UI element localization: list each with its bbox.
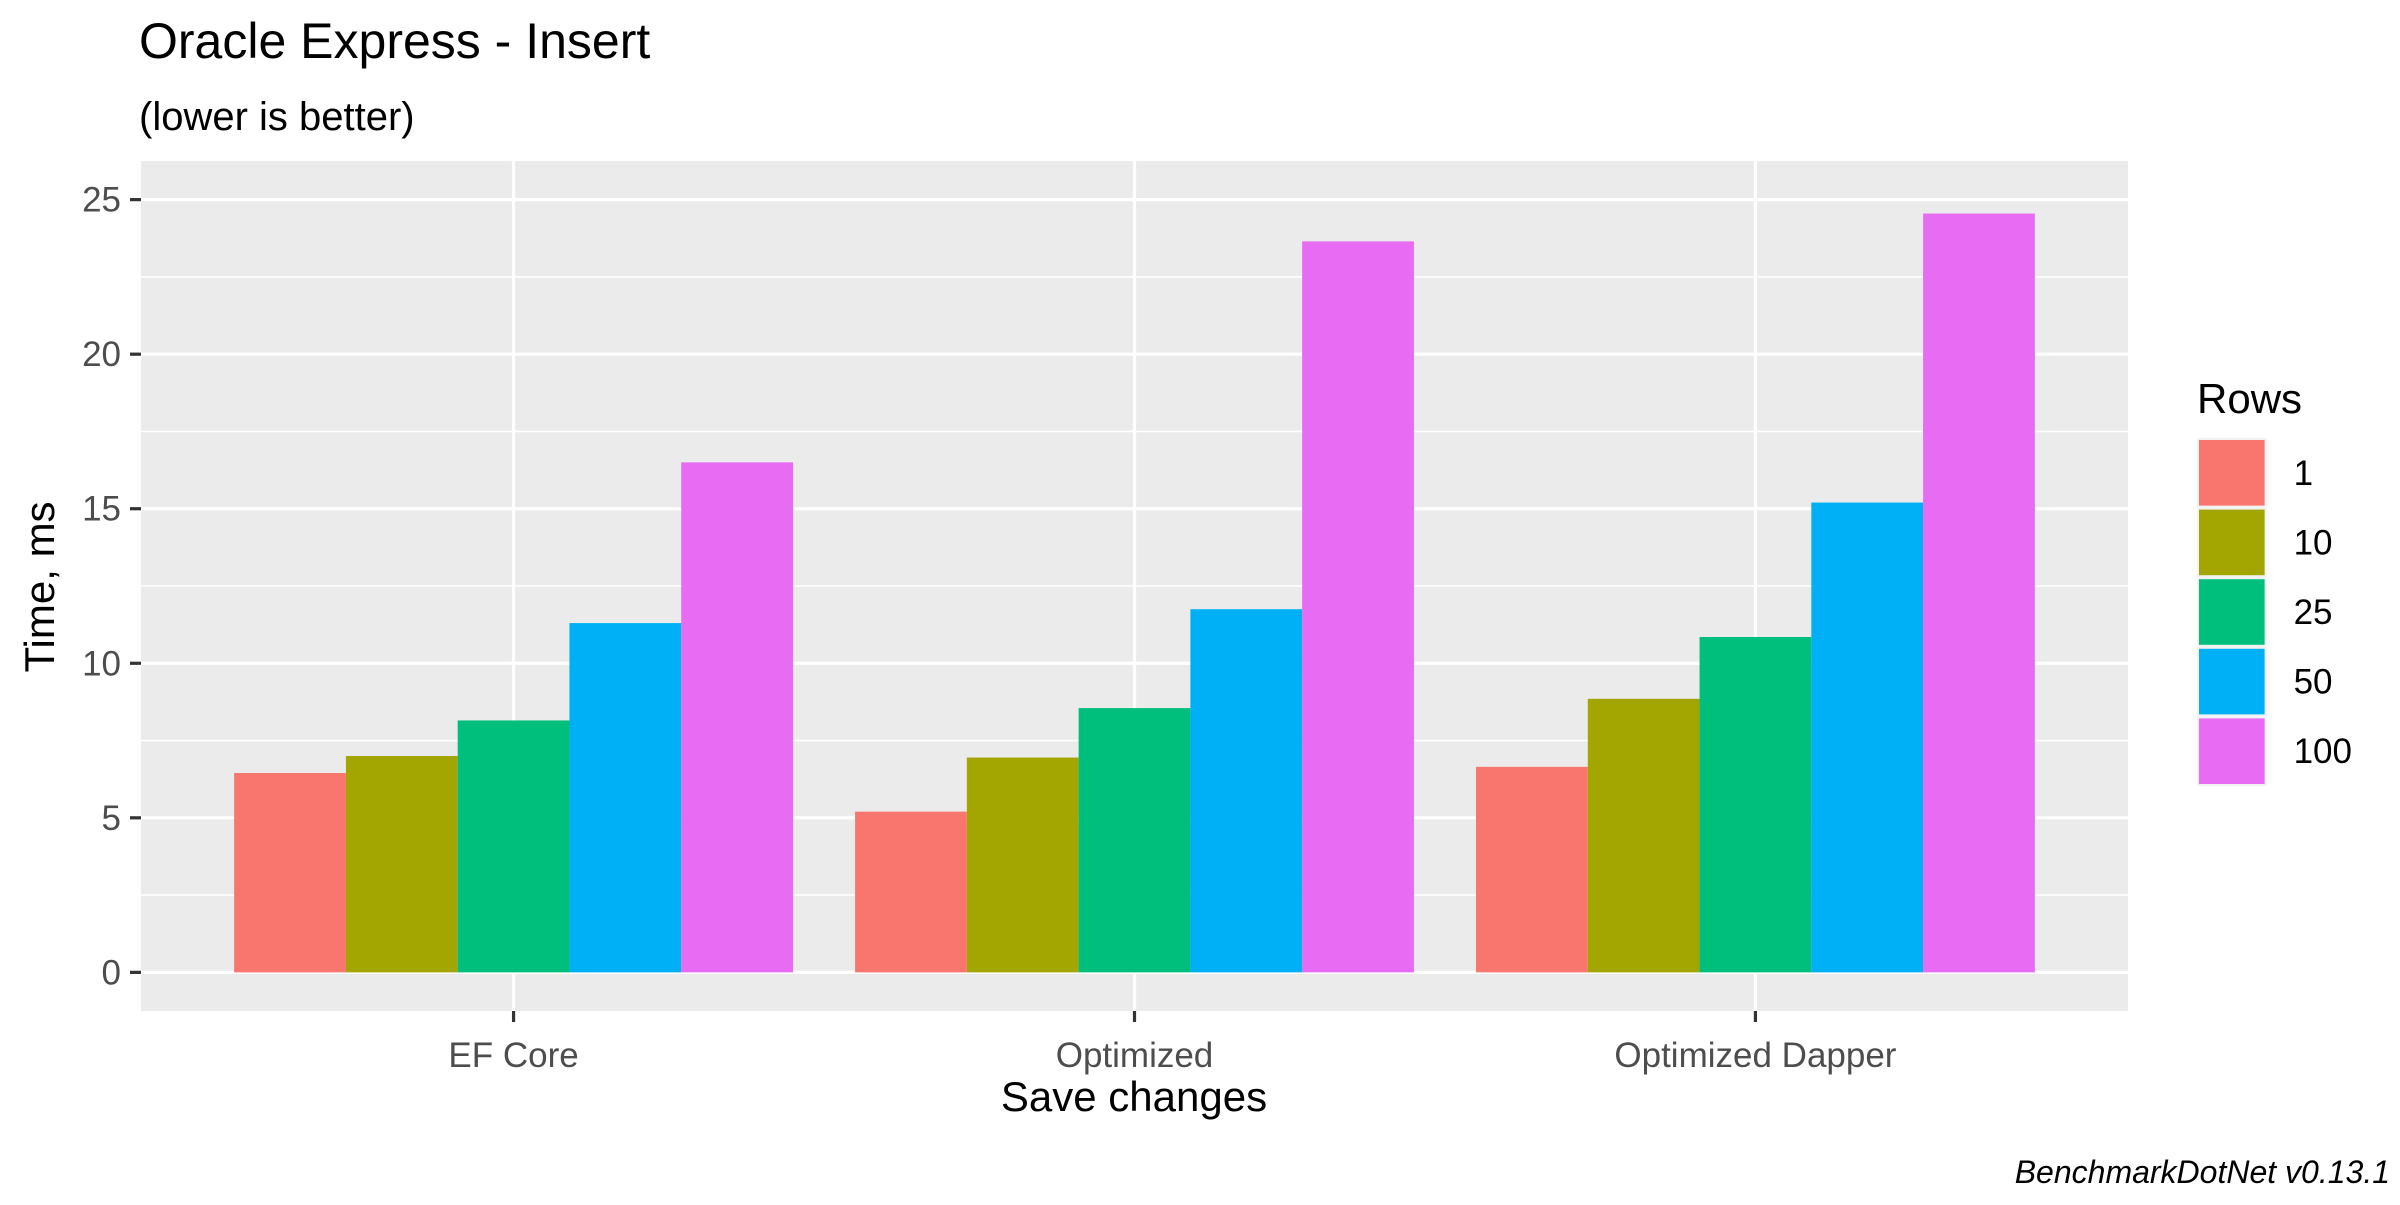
legend-item-label: 10 <box>2294 523 2333 562</box>
legend-key-swatch <box>2199 648 2265 715</box>
y-tick-label: 15 <box>82 490 121 529</box>
legend-key-swatch <box>2199 440 2265 506</box>
bar <box>234 773 346 973</box>
y-tick-label: 25 <box>82 181 121 220</box>
y-axis: 0 5 10 15 20 25 <box>82 181 141 992</box>
legend-item-label: 50 <box>2294 663 2333 702</box>
legend-title: Rows <box>2197 375 2302 422</box>
bar <box>1587 698 1700 973</box>
x-axis: EF Core Optimized Optimized Dapper <box>448 1011 1897 1075</box>
x-axis-title: Save changes <box>1001 1073 1267 1120</box>
bar <box>1190 609 1303 973</box>
y-tick-label: 20 <box>82 335 121 374</box>
bar <box>569 623 682 973</box>
bar <box>1078 708 1191 973</box>
bar <box>966 757 1079 973</box>
x-tick-label: EF Core <box>448 1036 578 1075</box>
bar <box>1302 241 1414 973</box>
x-tick-label: Optimized <box>1056 1036 1214 1075</box>
y-tick-label: 5 <box>102 799 121 838</box>
y-tick-label: 10 <box>82 644 121 683</box>
bars <box>234 213 2035 973</box>
chart-caption: BenchmarkDotNet v0.13.1 <box>2015 1154 2390 1190</box>
y-axis-title: Time, ms <box>16 501 63 672</box>
bar <box>345 756 458 973</box>
legend-key-swatch <box>2199 579 2265 645</box>
legend-key-swatch <box>2199 509 2265 576</box>
chart-title: Oracle Express - Insert <box>139 13 650 69</box>
bar <box>1476 766 1588 973</box>
bar <box>1923 213 2035 973</box>
bar <box>855 811 967 973</box>
legend-key-swatch <box>2199 718 2265 784</box>
legend-item-label: 25 <box>2294 593 2333 632</box>
x-tick-label: Optimized Dapper <box>1614 1036 1896 1075</box>
bar <box>457 720 570 973</box>
bar <box>1699 637 1812 973</box>
chart-subtitle: (lower is better) <box>139 95 415 139</box>
legend: Rows 1 10 25 50 100 <box>2197 375 2352 786</box>
bar <box>1811 502 1924 973</box>
y-tick-label: 0 <box>102 953 121 992</box>
bar <box>681 462 793 973</box>
legend-item-label: 1 <box>2294 454 2313 493</box>
legend-item-label: 100 <box>2294 732 2352 771</box>
